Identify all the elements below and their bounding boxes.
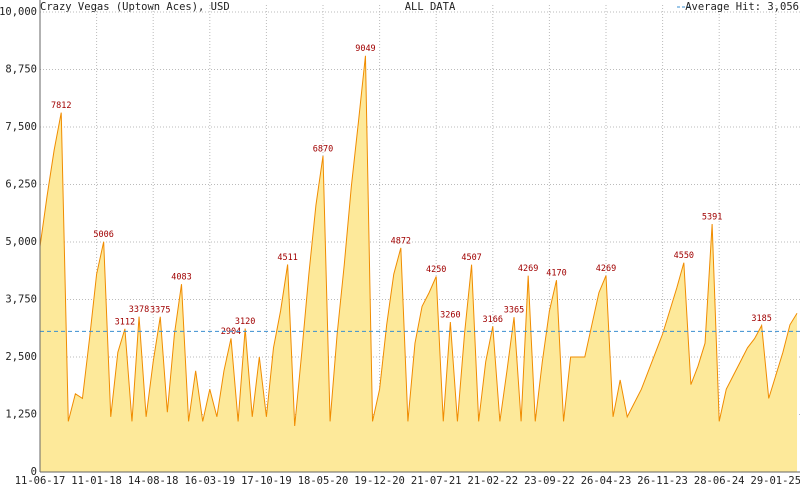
data-label: 4083 bbox=[171, 273, 191, 283]
y-tick-label: 5,000 bbox=[5, 236, 37, 248]
data-label: 5006 bbox=[93, 230, 113, 240]
data-label: 6870 bbox=[313, 144, 333, 154]
data-label: 3166 bbox=[483, 315, 503, 325]
y-tick-label: 7,500 bbox=[5, 121, 37, 133]
data-label: 4507 bbox=[461, 253, 481, 263]
x-tick-label: 11-06-17 bbox=[15, 475, 66, 487]
data-label: 5391 bbox=[702, 213, 722, 223]
x-tick-label: 16-03-19 bbox=[185, 475, 236, 487]
line bbox=[39, 55, 798, 427]
data-label: 3112 bbox=[115, 317, 135, 327]
x-tick-label: 11-01-18 bbox=[71, 475, 122, 487]
data-label: 4872 bbox=[391, 236, 411, 246]
area bbox=[40, 55, 798, 472]
data-label: 4250 bbox=[426, 265, 446, 275]
data-label: 9049 bbox=[355, 44, 375, 54]
data-label: 4269 bbox=[596, 264, 616, 274]
data-label: 3365 bbox=[504, 306, 524, 316]
data-label: 3375 bbox=[150, 305, 170, 315]
x-tick-label: 28-06-24 bbox=[694, 475, 745, 487]
x-tick-label: 18-05-20 bbox=[298, 475, 349, 487]
x-tick-label: 17-10-19 bbox=[241, 475, 292, 487]
x-tick-label: 21-07-21 bbox=[411, 475, 462, 487]
x-tick-label: 29-01-25 bbox=[751, 475, 800, 487]
y-tick-label: 8,750 bbox=[5, 64, 37, 76]
y-tick-label: 1,250 bbox=[5, 409, 37, 421]
y-tick-label: 0 bbox=[31, 466, 37, 478]
data-label: 4511 bbox=[277, 253, 297, 263]
data-label: 4269 bbox=[518, 264, 538, 274]
chart-subtitle: ALL DATA bbox=[405, 1, 456, 13]
x-tick-label: 21-02-22 bbox=[468, 475, 519, 487]
data-label: 4550 bbox=[674, 251, 694, 261]
legend-label: Average Hit: 3,056 bbox=[685, 1, 799, 13]
x-tick-label: 23-09-22 bbox=[524, 475, 575, 487]
data-label: 3260 bbox=[440, 311, 460, 321]
x-tick-label: 26-04-23 bbox=[581, 475, 632, 487]
y-tick-label: 2,500 bbox=[5, 351, 37, 363]
data-label: 3185 bbox=[751, 314, 771, 324]
y-tick-label: 6,250 bbox=[5, 179, 37, 191]
data-label: 3120 bbox=[235, 317, 255, 327]
x-tick-label: 14-08-18 bbox=[128, 475, 179, 487]
y-tick-label: 3,750 bbox=[5, 294, 37, 306]
x-tick-label: 19-12-20 bbox=[354, 475, 405, 487]
data-label: 4170 bbox=[546, 269, 566, 279]
y-tick-label: 10,000 bbox=[0, 6, 37, 18]
data-label: 3378 bbox=[129, 305, 149, 315]
x-tick-label: 26-11-23 bbox=[637, 475, 688, 487]
chart-title: Crazy Vegas (Uptown Aces), USD bbox=[40, 1, 230, 13]
data-label: 7812 bbox=[51, 101, 71, 111]
